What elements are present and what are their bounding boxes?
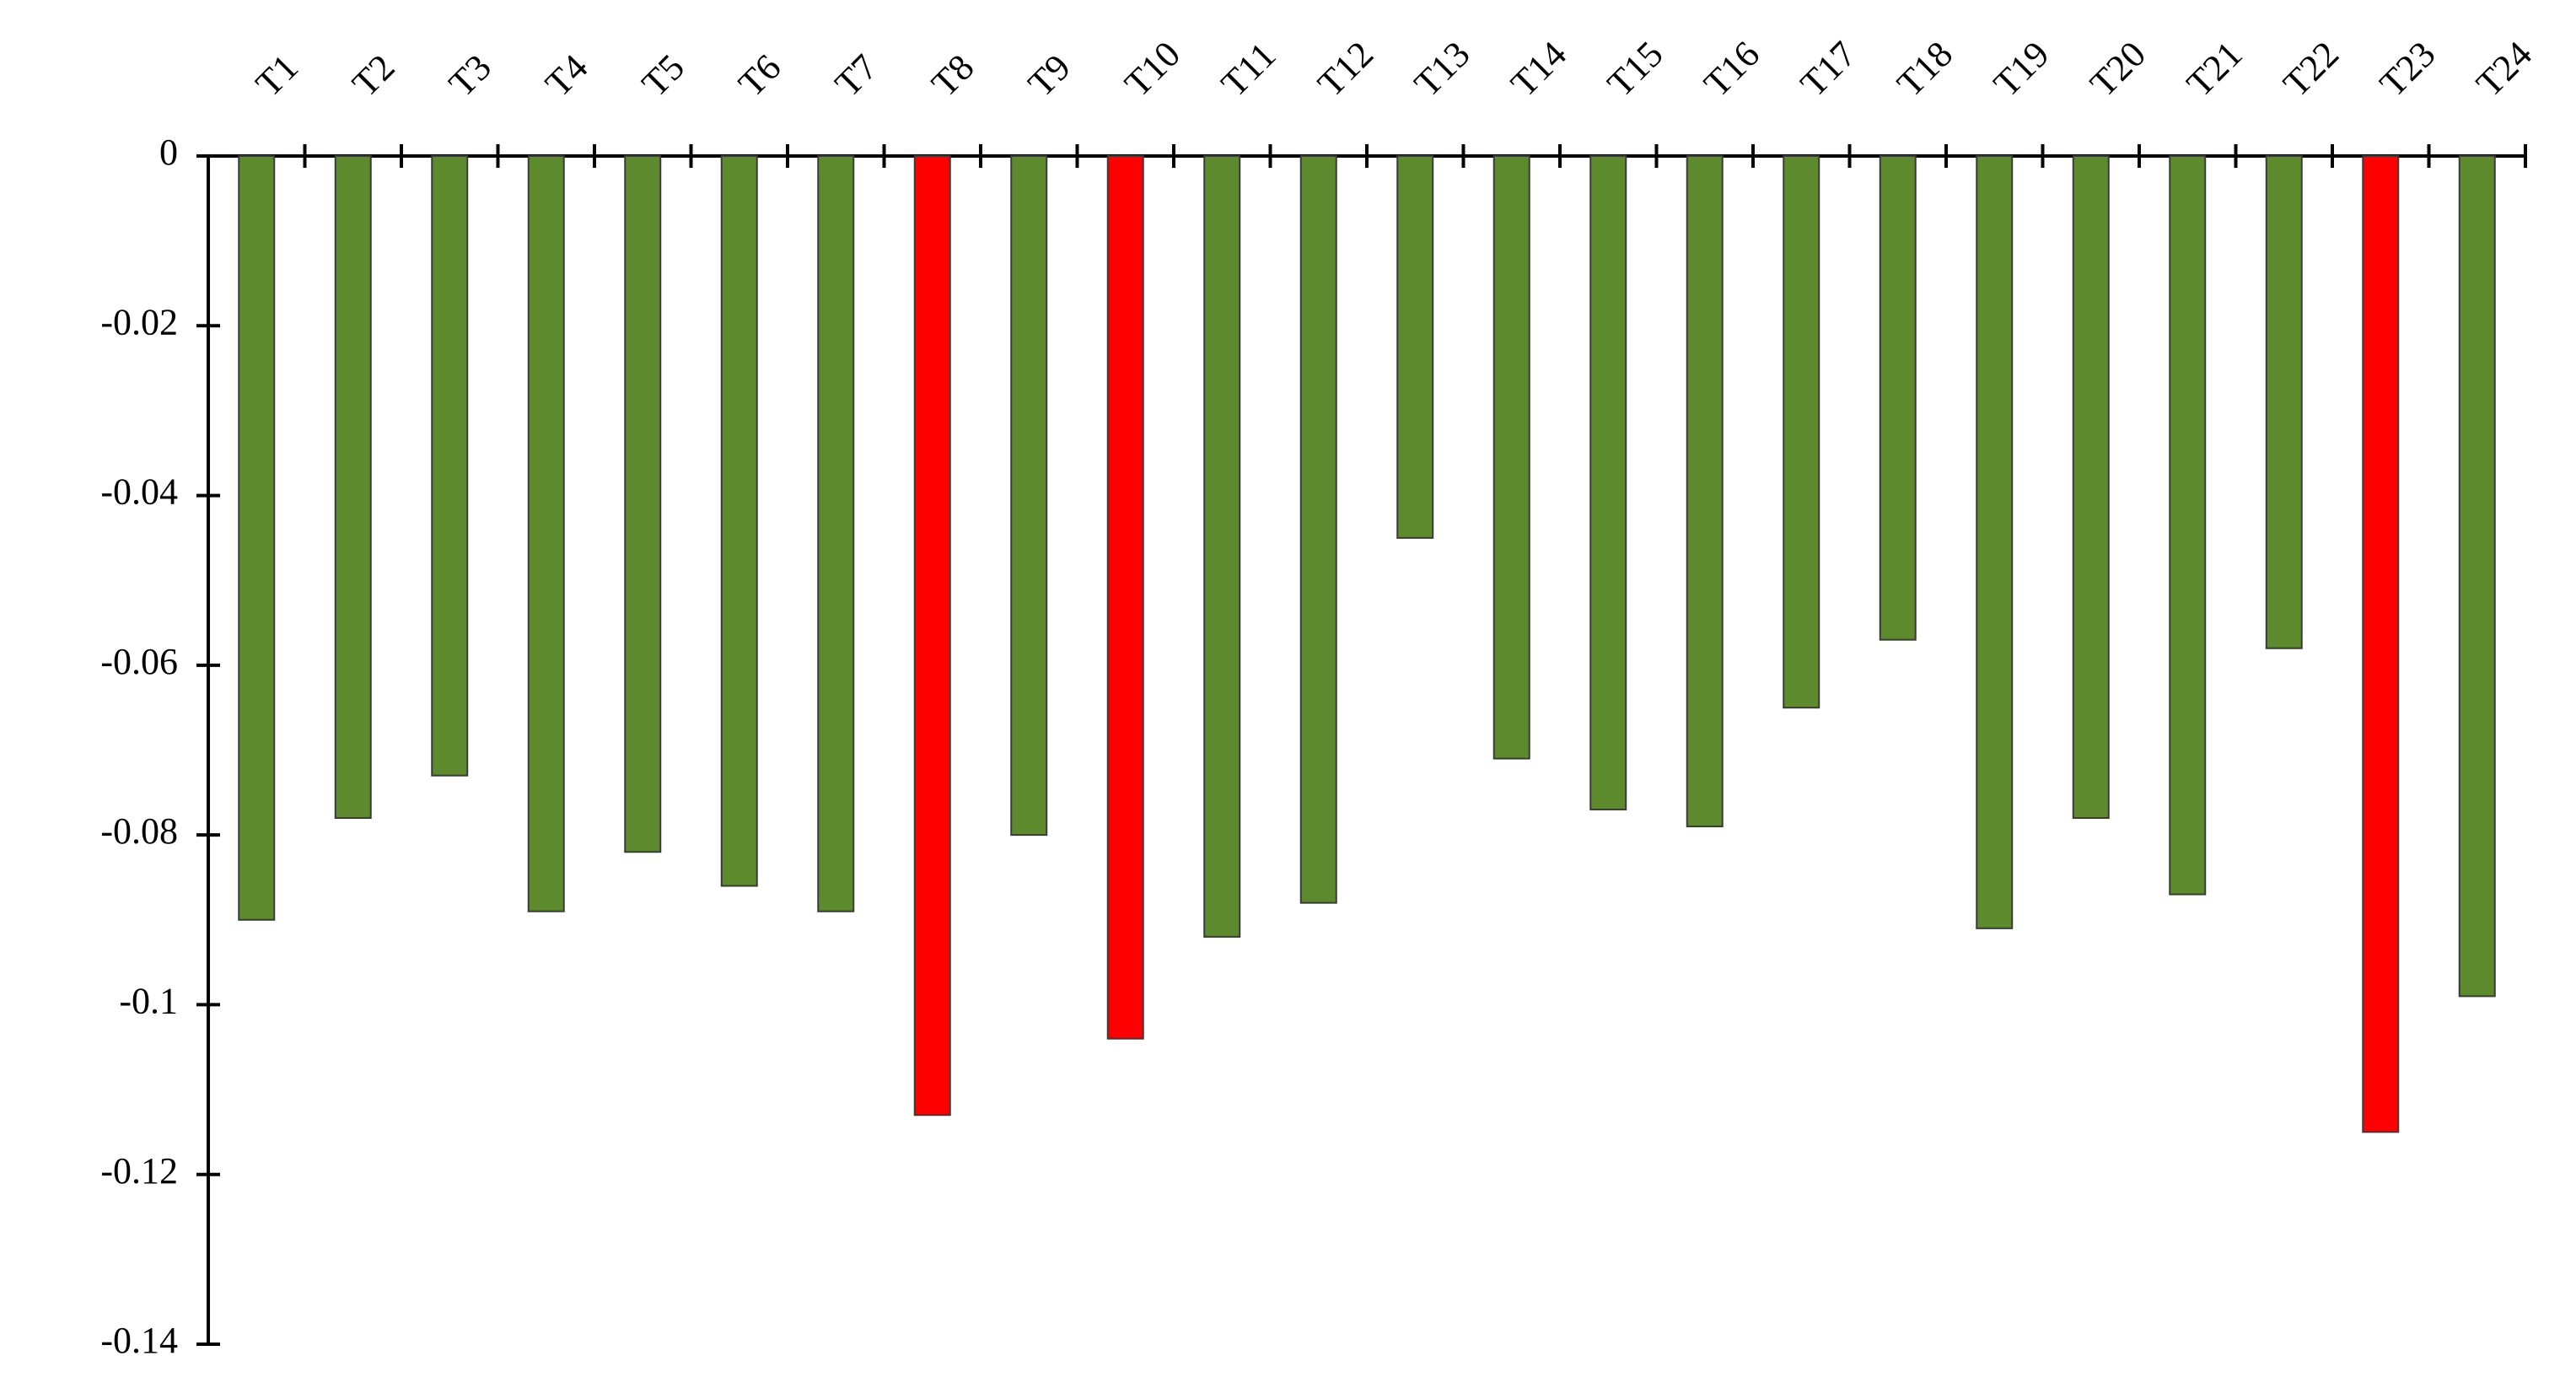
bar <box>1299 155 1337 904</box>
x-tick-label: T10 <box>1116 33 1188 105</box>
x-tick-label: T11 <box>1213 35 1284 105</box>
x-tick-label: T19 <box>1986 33 2057 105</box>
bar <box>1106 155 1144 1040</box>
bar <box>1686 155 1724 828</box>
x-tick-label: T2 <box>344 46 402 105</box>
x-tick-label: T24 <box>2468 33 2540 105</box>
bar <box>1492 155 1530 760</box>
x-tick-label: T15 <box>1600 33 1671 105</box>
y-tick-label: -0.1 <box>119 981 178 1022</box>
x-tick-label: T14 <box>1503 33 1574 105</box>
x-tick-label: T18 <box>1889 33 1960 105</box>
bar <box>624 155 662 853</box>
bar <box>2072 155 2110 820</box>
y-tick-label: -0.12 <box>100 1150 178 1192</box>
x-tick-label: T13 <box>1406 33 1478 105</box>
bar <box>1976 155 2014 929</box>
bar <box>2169 155 2207 896</box>
bar <box>1879 155 1917 641</box>
x-tick-label: T20 <box>2082 33 2154 105</box>
x-tick-label: T22 <box>2275 33 2347 105</box>
y-tick-label: -0.14 <box>100 1320 178 1361</box>
bar <box>527 155 565 912</box>
y-tick-label: -0.06 <box>100 641 178 682</box>
bar <box>1783 155 1820 709</box>
bar <box>913 155 951 1117</box>
x-tick-label: T23 <box>2372 33 2444 105</box>
y-tick-label: 0 <box>159 132 178 173</box>
bar <box>1589 155 1627 810</box>
y-tick-label: -0.04 <box>100 471 178 513</box>
x-tick-label: T3 <box>441 46 499 105</box>
bar <box>2362 155 2400 1133</box>
x-tick-label: T7 <box>827 46 885 105</box>
x-tick-label: T4 <box>537 46 595 105</box>
y-tick-label: -0.08 <box>100 810 178 852</box>
x-tick-label: T1 <box>248 46 306 105</box>
x-tick-label: T16 <box>1696 33 1767 105</box>
bar <box>1396 155 1434 539</box>
x-tick-label: T8 <box>923 46 981 105</box>
bar <box>2265 155 2303 649</box>
bar <box>2458 155 2496 998</box>
x-tick-label: T12 <box>1310 33 1381 105</box>
bar <box>431 155 469 777</box>
bar <box>238 155 276 921</box>
bar <box>817 155 855 912</box>
bar <box>720 155 758 887</box>
x-tick-label: T21 <box>2179 33 2251 105</box>
x-tick-label: T17 <box>1793 33 1864 105</box>
bar <box>1010 155 1048 837</box>
y-tick-label: -0.02 <box>100 301 178 342</box>
x-tick-label: T5 <box>634 46 692 105</box>
bar <box>334 155 372 820</box>
bar <box>1203 155 1241 938</box>
x-tick-label: T6 <box>730 46 788 105</box>
x-tick-label: T9 <box>1020 46 1078 105</box>
